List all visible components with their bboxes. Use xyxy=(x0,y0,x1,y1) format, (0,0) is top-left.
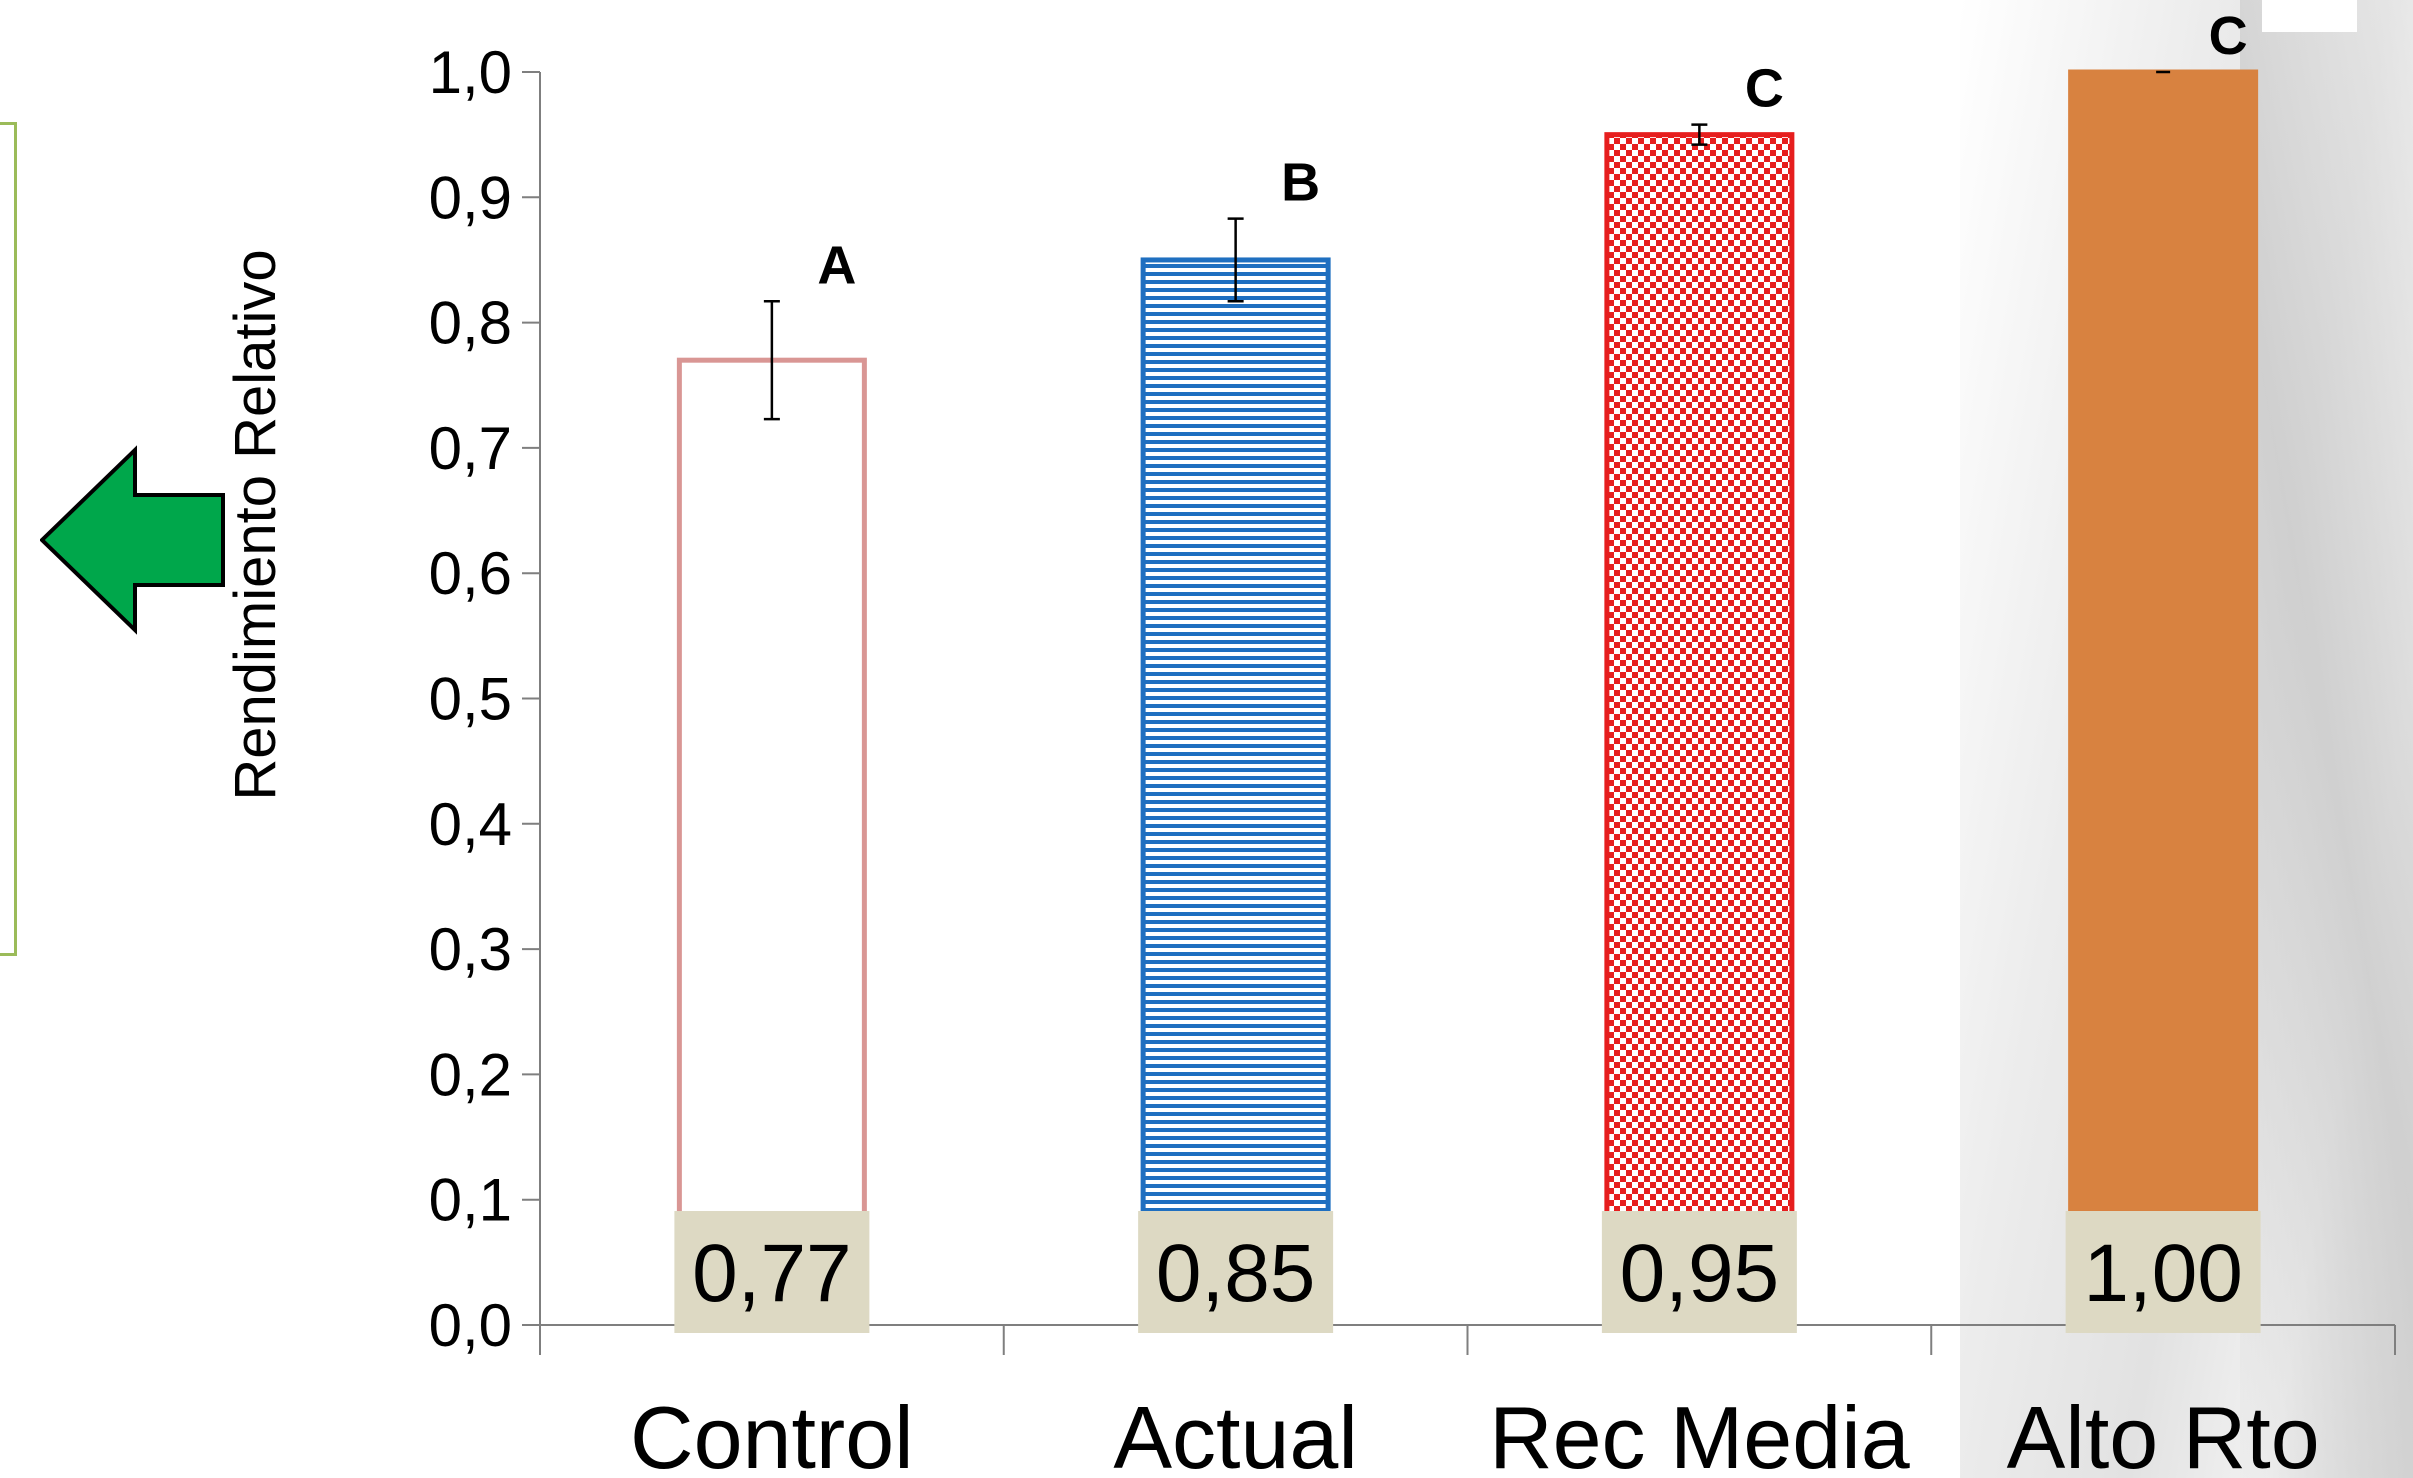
category-labels: Control Actual Rec Media Alto Rto xyxy=(630,1388,2320,1478)
error-bars xyxy=(763,70,2171,421)
significance-label: A xyxy=(817,235,856,295)
y-tick-label: 0,1 xyxy=(429,1167,512,1234)
y-tick-label: 1,0 xyxy=(429,39,512,106)
value-label: 0,77 xyxy=(692,1228,852,1319)
side-panel-box xyxy=(0,122,17,956)
bar-rec-media xyxy=(1604,132,1795,1328)
bar-alto-rto xyxy=(2068,69,2259,1328)
category-label: Actual xyxy=(1113,1388,1358,1478)
value-label: 1,00 xyxy=(2083,1228,2243,1319)
significance-label: C xyxy=(2209,6,2248,66)
significance-labels: A B C C xyxy=(817,6,2247,295)
y-tick-label: 0,6 xyxy=(429,540,512,607)
bars xyxy=(676,69,2259,1328)
category-label: Alto Rto xyxy=(2007,1388,2320,1478)
value-label-box xyxy=(674,1211,870,1333)
y-axis-label: Rendimiento Relativo xyxy=(223,249,288,800)
y-tick-label: 0,7 xyxy=(429,415,512,482)
left-arrow-icon xyxy=(40,445,225,635)
y-tick-label: 0,9 xyxy=(429,164,512,231)
background-strip xyxy=(2262,0,2357,32)
significance-label: B xyxy=(1281,153,1320,213)
value-label: 0,95 xyxy=(1620,1228,1780,1319)
y-axis-ticks: 0,0 0,1 0,2 0,3 0,4 0,5 0,6 0,7 0,8 0,9 1,0 xyxy=(429,39,540,1359)
category-label: Control xyxy=(630,1388,914,1478)
y-tick-label: 0,2 xyxy=(429,1041,512,1108)
y-tick-label: 0,4 xyxy=(429,791,512,858)
value-label: 0,85 xyxy=(1156,1228,1316,1319)
y-tick-label: 0,3 xyxy=(429,916,512,983)
category-label: Rec Media xyxy=(1489,1388,1910,1478)
value-label-box xyxy=(1138,1211,1334,1333)
y-tick-label: 0,5 xyxy=(429,666,512,733)
y-tick-label: 0,0 xyxy=(429,1292,512,1359)
y-tick-label: 0,8 xyxy=(429,290,512,357)
bar-control xyxy=(676,357,867,1328)
value-label-box xyxy=(2065,1211,2261,1333)
value-labels: 0,77 0,85 0,95 1,00 xyxy=(674,1211,2261,1333)
value-label-box xyxy=(1601,1211,1797,1333)
significance-label: C xyxy=(1745,59,1784,119)
bar-actual xyxy=(1140,257,1331,1328)
background-shading-edge xyxy=(2240,0,2413,1478)
